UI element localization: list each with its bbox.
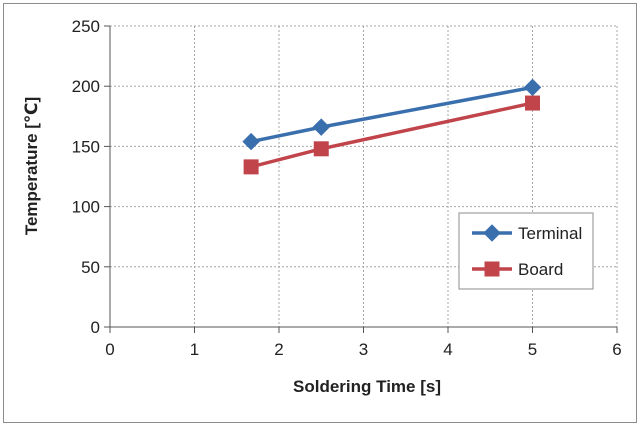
- terminal-data-point: [312, 118, 330, 136]
- legend-marker-board: [484, 261, 500, 277]
- y-axis-ticks: 0 50 100 150 200 250: [72, 17, 110, 337]
- y-tick-label: 200: [72, 77, 100, 96]
- legend-marker-terminal: [483, 224, 501, 242]
- data-series: [242, 78, 542, 175]
- legend: Terminal Board: [458, 212, 594, 290]
- y-tick-label: 150: [72, 137, 100, 156]
- terminal-data-point: [523, 78, 542, 97]
- y-tick-label: 0: [91, 318, 100, 337]
- legend-box: [458, 212, 594, 290]
- grid-lines: [110, 25, 618, 327]
- legend-label-board: Board: [518, 260, 563, 279]
- x-tick-label: 3: [359, 340, 368, 359]
- y-tick-label: 250: [72, 17, 100, 36]
- legend-item-board: Board: [472, 260, 563, 279]
- terminal-data-point: [242, 132, 260, 151]
- board-data-point: [243, 159, 259, 175]
- x-tick-label: 2: [274, 340, 283, 359]
- series-terminal: [242, 78, 542, 151]
- board-data-point: [313, 141, 329, 157]
- legend-label-terminal: Terminal: [518, 224, 582, 243]
- y-axis-title: Temperature [℃]: [22, 97, 41, 235]
- x-tick-label: 6: [612, 340, 621, 359]
- x-tick-label: 5: [528, 340, 537, 359]
- x-tick-label: 1: [190, 340, 199, 359]
- board-data-point: [525, 95, 540, 111]
- legend-item-terminal: Terminal: [472, 224, 582, 243]
- y-tick-label: 50: [81, 258, 100, 277]
- y-tick-label: 100: [72, 198, 100, 217]
- x-axis-title: Soldering Time [s]: [293, 377, 441, 396]
- x-tick-label: 0: [105, 340, 114, 359]
- x-tick-label: 4: [443, 340, 452, 359]
- x-axis-ticks: 0 1 2 3 4 5 6: [105, 327, 622, 359]
- series-board: [243, 95, 540, 175]
